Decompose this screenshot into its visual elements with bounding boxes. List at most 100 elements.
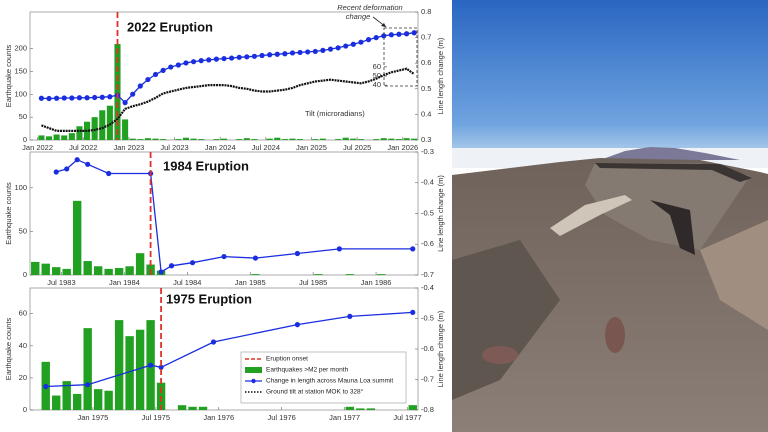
bar xyxy=(144,138,151,140)
marker xyxy=(152,71,159,78)
bar xyxy=(152,138,159,140)
tilt-tick-label: 40 xyxy=(373,80,381,89)
chart-title: 2022 Eruption xyxy=(127,19,213,34)
bar xyxy=(411,138,418,140)
marker xyxy=(336,246,342,252)
y2-tick-label: -0.6 xyxy=(421,239,434,248)
bar xyxy=(83,261,92,275)
legend: Eruption onset Earthquakes >M2 per month… xyxy=(240,351,407,404)
bar xyxy=(266,138,273,140)
sky xyxy=(452,0,768,165)
lava-patch xyxy=(605,317,625,353)
marker xyxy=(130,91,136,97)
bar xyxy=(41,263,50,275)
photo xyxy=(452,0,768,432)
bar xyxy=(31,261,40,275)
bar xyxy=(213,139,220,140)
arrow-head xyxy=(381,23,386,27)
bar xyxy=(76,126,83,140)
x-tick-label: Jul 2022 xyxy=(69,143,97,152)
marker xyxy=(189,260,196,266)
bar xyxy=(274,137,281,140)
marker xyxy=(365,37,372,43)
x-tick-label: Jul 2024 xyxy=(252,143,280,152)
marker xyxy=(43,383,49,390)
marker xyxy=(251,53,258,59)
y-tick-label: 60 xyxy=(19,309,27,318)
x-tick-label: Jul 2023 xyxy=(160,143,188,152)
bar xyxy=(104,390,113,410)
legend-label: Eruption onset xyxy=(266,356,308,363)
bar xyxy=(45,136,53,140)
bar xyxy=(182,137,190,140)
y2-tick-label: 0.3 xyxy=(421,135,431,144)
marker xyxy=(84,95,90,101)
bar xyxy=(125,266,134,275)
marker xyxy=(158,364,164,370)
legend-label: Ground tilt at station MOK to 328° xyxy=(266,388,364,396)
marker xyxy=(168,64,174,70)
marker xyxy=(388,32,394,38)
legend-label: Earthquakes >M2 per month xyxy=(266,367,349,374)
bar xyxy=(380,138,387,140)
marker xyxy=(46,95,52,102)
marker xyxy=(358,39,364,45)
bar xyxy=(72,200,82,275)
y2-tick-label: 0.6 xyxy=(421,58,431,67)
y2-axis-title: Line length change (m) xyxy=(436,37,445,114)
x-tick-label: Jan 1975 xyxy=(77,413,108,422)
y2-tick-label: -0.5 xyxy=(421,313,434,322)
y2-tick-label: 0.8 xyxy=(421,7,431,16)
legend-symbol xyxy=(251,378,256,384)
chart-title: 1984 Eruption xyxy=(163,158,249,173)
legend-symbol xyxy=(245,367,262,373)
bar xyxy=(350,138,357,140)
bar xyxy=(377,274,386,275)
y2-tick-label: -0.5 xyxy=(421,208,434,217)
marker xyxy=(64,166,70,172)
bar xyxy=(403,138,410,140)
marker xyxy=(183,60,189,66)
marker xyxy=(294,250,301,257)
marker xyxy=(221,253,227,260)
bar xyxy=(314,274,323,275)
bar xyxy=(114,268,124,275)
y2-tick-label: 0.7 xyxy=(421,33,431,42)
marker xyxy=(158,269,164,275)
line xyxy=(41,67,415,132)
bar xyxy=(114,44,121,140)
y-tick-label: 100 xyxy=(14,183,27,192)
bar xyxy=(281,139,288,140)
marker xyxy=(99,94,105,100)
y-tick-label: 200 xyxy=(14,44,27,53)
bar xyxy=(198,139,205,140)
marker xyxy=(327,46,334,52)
marker xyxy=(54,95,60,101)
bar xyxy=(93,266,103,275)
bar xyxy=(188,406,197,410)
slope xyxy=(700,220,768,330)
bar xyxy=(297,139,304,140)
bar xyxy=(236,139,243,140)
bar xyxy=(62,381,71,410)
marker xyxy=(335,45,341,51)
y2-tick-label: -0.4 xyxy=(421,178,434,187)
marker xyxy=(236,54,242,60)
marker xyxy=(252,255,259,261)
marker xyxy=(145,76,151,83)
bar xyxy=(125,336,134,410)
x-tick-label: Jan 2024 xyxy=(205,143,236,152)
bar xyxy=(175,139,182,140)
marker xyxy=(229,55,235,61)
bar xyxy=(345,274,355,275)
marker xyxy=(107,94,113,100)
y2-tick-label: -0.4 xyxy=(421,283,434,292)
marker xyxy=(259,52,265,59)
bar xyxy=(83,328,92,410)
marker xyxy=(282,51,288,57)
bar xyxy=(198,406,208,410)
bar xyxy=(160,139,167,140)
bar xyxy=(129,138,136,140)
bar xyxy=(62,268,71,275)
